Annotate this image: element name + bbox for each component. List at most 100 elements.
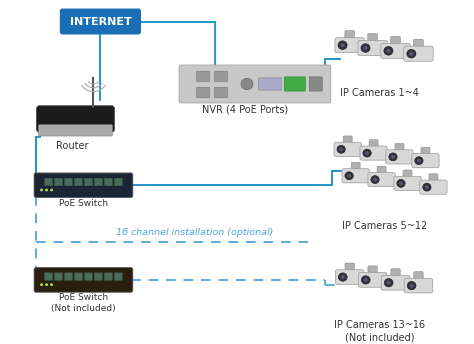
Circle shape	[364, 46, 368, 50]
FancyBboxPatch shape	[414, 39, 423, 47]
FancyBboxPatch shape	[360, 146, 387, 160]
FancyBboxPatch shape	[310, 77, 322, 91]
FancyBboxPatch shape	[45, 273, 53, 280]
Circle shape	[371, 176, 379, 183]
FancyBboxPatch shape	[403, 170, 412, 177]
Circle shape	[361, 44, 370, 52]
Circle shape	[40, 189, 43, 191]
FancyBboxPatch shape	[197, 71, 210, 82]
FancyBboxPatch shape	[358, 41, 387, 55]
FancyBboxPatch shape	[64, 178, 73, 186]
FancyBboxPatch shape	[34, 173, 133, 197]
Circle shape	[409, 52, 413, 56]
Circle shape	[407, 281, 416, 290]
Circle shape	[361, 276, 370, 284]
Circle shape	[339, 148, 343, 151]
FancyBboxPatch shape	[114, 273, 122, 280]
Circle shape	[40, 283, 43, 286]
FancyBboxPatch shape	[345, 263, 355, 270]
FancyBboxPatch shape	[104, 273, 112, 280]
Circle shape	[384, 46, 393, 55]
FancyBboxPatch shape	[368, 173, 395, 187]
Text: IP Cameras 5~12: IP Cameras 5~12	[342, 221, 427, 231]
Circle shape	[347, 174, 351, 178]
Circle shape	[373, 178, 377, 181]
FancyBboxPatch shape	[284, 77, 305, 91]
FancyBboxPatch shape	[336, 270, 364, 284]
Circle shape	[340, 43, 345, 47]
FancyBboxPatch shape	[104, 178, 112, 186]
Text: 16 channel installation (optional): 16 channel installation (optional)	[117, 228, 274, 237]
Circle shape	[338, 41, 347, 50]
FancyBboxPatch shape	[36, 106, 114, 132]
Text: IP Cameras 1~4: IP Cameras 1~4	[340, 88, 419, 98]
FancyBboxPatch shape	[61, 9, 140, 34]
FancyBboxPatch shape	[215, 87, 228, 98]
Circle shape	[397, 180, 405, 187]
Text: PoE Switch: PoE Switch	[59, 198, 108, 207]
FancyBboxPatch shape	[335, 37, 365, 53]
FancyBboxPatch shape	[334, 142, 361, 157]
FancyBboxPatch shape	[34, 268, 133, 292]
Circle shape	[410, 284, 414, 288]
FancyBboxPatch shape	[358, 272, 387, 287]
Circle shape	[425, 185, 429, 189]
FancyBboxPatch shape	[94, 273, 102, 280]
FancyBboxPatch shape	[414, 272, 423, 279]
FancyBboxPatch shape	[179, 65, 331, 103]
FancyBboxPatch shape	[368, 266, 377, 273]
FancyBboxPatch shape	[377, 166, 386, 173]
FancyBboxPatch shape	[369, 140, 378, 147]
Circle shape	[363, 149, 371, 157]
Circle shape	[415, 157, 423, 164]
Circle shape	[50, 189, 53, 191]
FancyBboxPatch shape	[215, 71, 228, 82]
Circle shape	[407, 50, 416, 58]
Circle shape	[386, 49, 391, 53]
Text: INTERNET: INTERNET	[70, 17, 131, 26]
FancyBboxPatch shape	[386, 150, 413, 164]
FancyBboxPatch shape	[84, 178, 92, 186]
FancyBboxPatch shape	[395, 143, 404, 151]
Circle shape	[50, 283, 53, 286]
FancyBboxPatch shape	[381, 43, 410, 58]
FancyBboxPatch shape	[368, 34, 377, 41]
Circle shape	[389, 153, 397, 161]
Circle shape	[399, 182, 403, 185]
Text: IP Cameras 13~16
(Not included): IP Cameras 13~16 (Not included)	[334, 320, 425, 342]
Circle shape	[338, 273, 347, 281]
FancyBboxPatch shape	[38, 125, 112, 136]
FancyBboxPatch shape	[64, 273, 73, 280]
Circle shape	[45, 283, 48, 286]
FancyBboxPatch shape	[342, 169, 369, 183]
FancyBboxPatch shape	[197, 87, 210, 98]
FancyBboxPatch shape	[258, 78, 282, 90]
Text: Router: Router	[55, 141, 88, 151]
Circle shape	[391, 155, 395, 159]
FancyBboxPatch shape	[421, 147, 430, 154]
Circle shape	[384, 279, 393, 287]
FancyBboxPatch shape	[55, 273, 63, 280]
FancyBboxPatch shape	[84, 273, 92, 280]
FancyBboxPatch shape	[394, 176, 421, 191]
FancyBboxPatch shape	[94, 178, 102, 186]
FancyBboxPatch shape	[391, 269, 400, 276]
FancyBboxPatch shape	[412, 153, 439, 168]
Circle shape	[417, 159, 421, 162]
FancyBboxPatch shape	[404, 46, 433, 61]
Circle shape	[337, 146, 345, 153]
FancyBboxPatch shape	[74, 178, 82, 186]
FancyBboxPatch shape	[429, 174, 438, 181]
Circle shape	[423, 183, 431, 191]
Circle shape	[241, 78, 253, 90]
FancyBboxPatch shape	[381, 276, 410, 290]
Circle shape	[364, 278, 368, 282]
Circle shape	[341, 275, 345, 279]
FancyBboxPatch shape	[420, 180, 447, 194]
FancyBboxPatch shape	[391, 36, 401, 44]
FancyBboxPatch shape	[404, 278, 433, 293]
Circle shape	[387, 281, 391, 285]
Circle shape	[345, 172, 353, 180]
FancyBboxPatch shape	[343, 136, 352, 143]
Text: NVR (4 PoE Ports): NVR (4 PoE Ports)	[202, 105, 288, 115]
